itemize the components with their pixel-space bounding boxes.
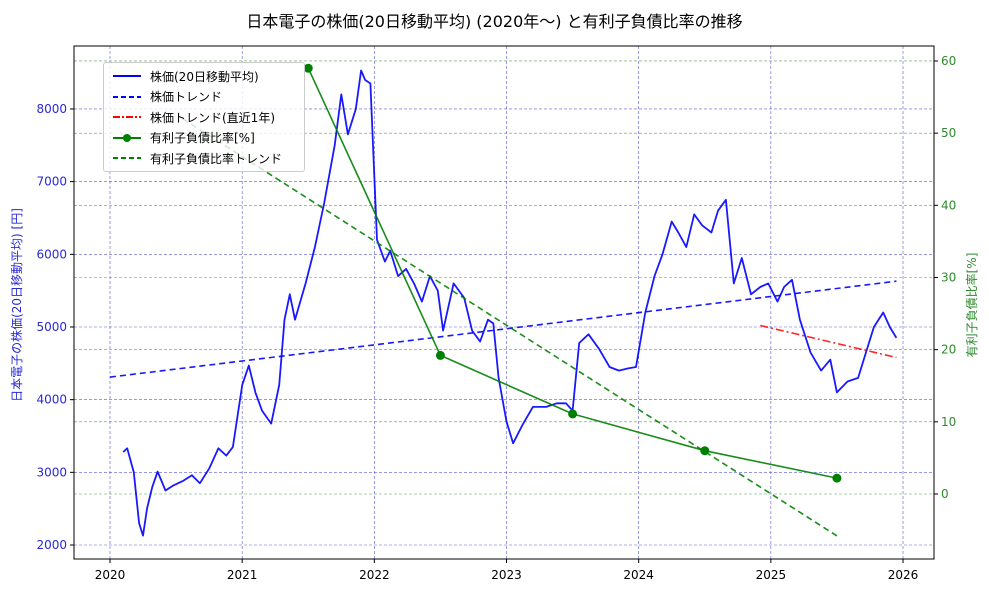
series-line [182,118,838,537]
legend-label: 株価トレンド [150,90,223,104]
y-right-tick-label: 10 [941,415,956,429]
legend-label: 株価(20日移動平均) [150,69,259,84]
legend-label: 有利子負債比率トレンド [150,151,283,166]
data-marker [832,473,842,483]
y-left-tick-label: 5000 [36,320,67,334]
grid-right [74,60,934,495]
y-axis-right-label: 有利子負債比率[%] [964,253,979,358]
legend-swatch-icon [113,116,141,118]
legend: 株価(20日移動平均) 株価トレンド株価トレンド(直近1年) 有利子負債比率[%] 有… [103,62,305,172]
y-left-tick-label: 6000 [36,247,67,261]
y-left-tick-label: 2000 [36,538,67,552]
y-right-tick-label: 30 [941,270,956,284]
legend-swatch-icon [113,75,141,77]
legend-swatch-icon [113,95,141,98]
series-line [122,69,898,537]
legend-item: 株価トレンド [112,88,222,106]
legend-item: 株価トレンド(直近1年) [112,108,275,126]
y-left-tick-label: 3000 [36,465,67,479]
legend-item: 株価(20日移動平均) [112,67,259,85]
legend-label: 有利子負債比率[%] [150,131,255,145]
grid-left [74,108,934,546]
x-tick-label: 2024 [623,568,654,582]
axis-ticks: 2000 3000 4000 5000 6000 7000 8000 0 10 20 30 40 50 6… [36,54,956,582]
series-layer [109,63,898,537]
legend-item: 有利子負債比率トレンド [112,149,282,167]
y-left-tick-label: 7000 [36,175,67,189]
legend-item: 有利子負債比率[%] [112,129,255,147]
y-right-tick-label: 60 [941,54,956,68]
y-right-tick-label: 0 [941,487,949,501]
series-line [760,324,897,359]
plot-frame [73,45,935,560]
x-tick-label: 2026 [888,568,919,582]
y-left-tick-label: 4000 [36,393,67,407]
chart-title: 日本電子の株価(20日移動平均) (2020年〜) と有利子負債比率の推移 [246,12,743,31]
series-line [109,280,897,378]
y-right-tick-label: 20 [941,343,956,357]
x-tick-label: 2025 [756,568,787,582]
y-right-tick-label: 50 [941,126,956,140]
x-tick-label: 2020 [95,568,126,582]
data-marker [568,409,578,419]
legend-label: 株価トレンド(直近1年) [150,110,275,125]
y-left-tick-label: 8000 [36,102,67,116]
y-axis-left-label: 日本電子の株価(20日移動平均) [円] [9,208,24,402]
legend-swatch-icon [113,157,141,159]
x-tick-label: 2022 [359,568,390,582]
x-tick-label: 2021 [227,568,258,582]
y-right-tick-label: 40 [941,198,956,212]
data-marker [303,63,313,73]
x-tick-label: 2023 [491,568,522,582]
legend-swatch-icon [113,133,141,142]
data-marker [435,350,445,360]
